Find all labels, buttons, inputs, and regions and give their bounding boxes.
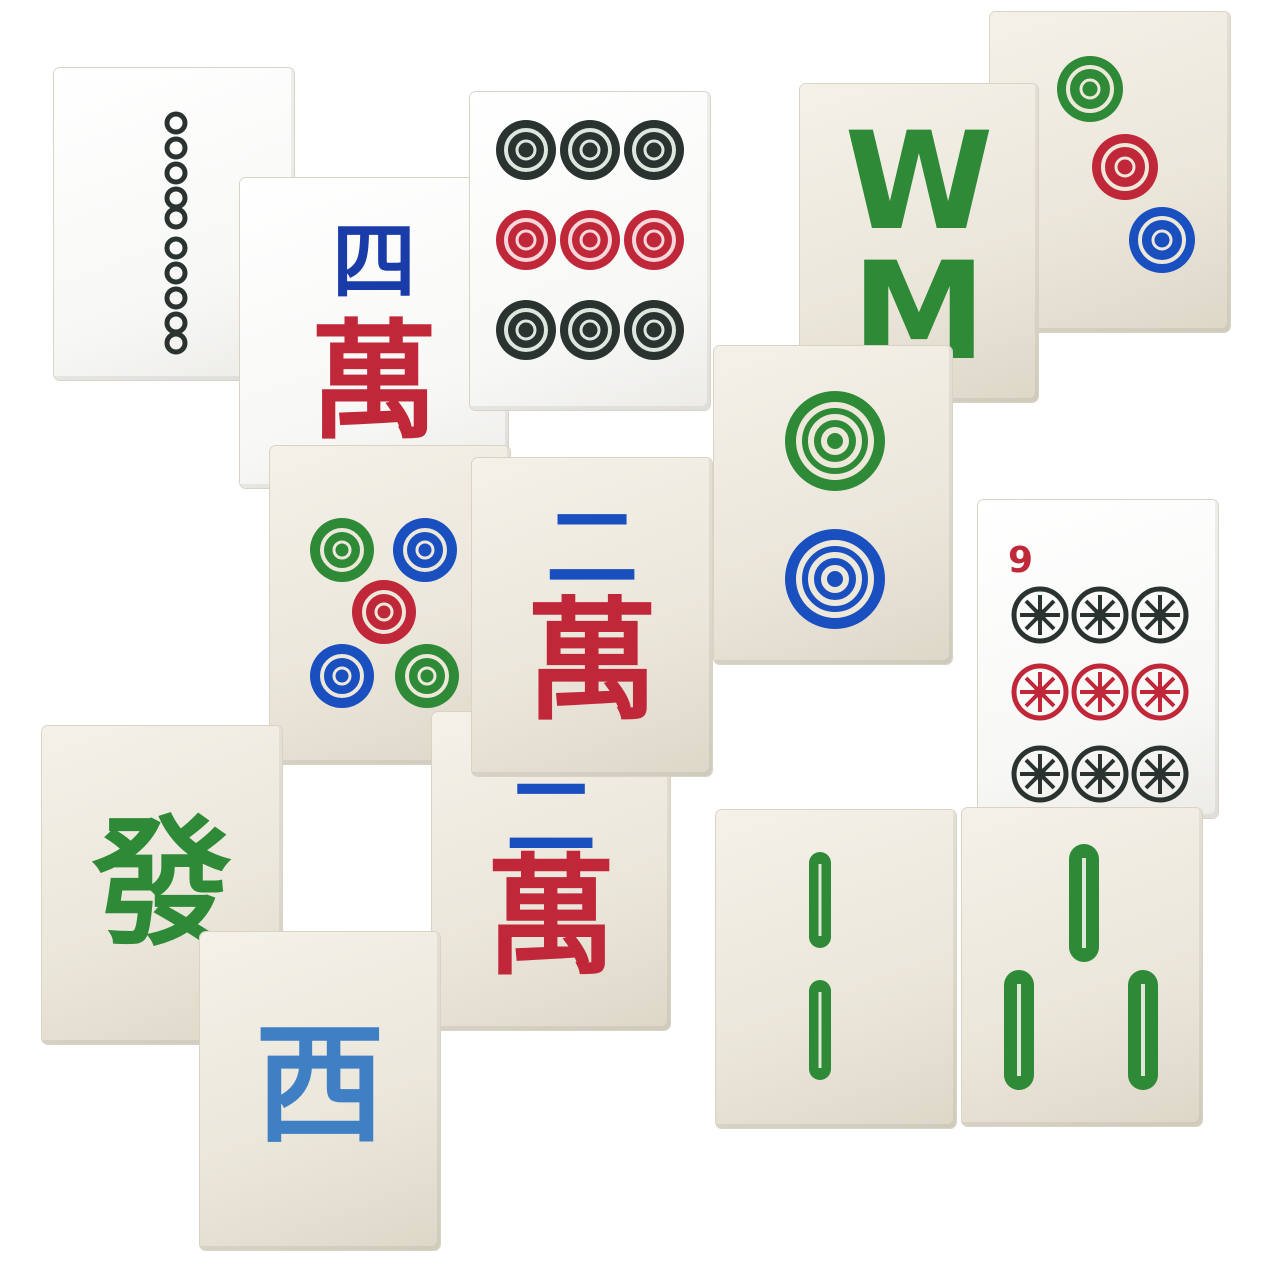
tile-character-top: 二 [545,494,638,602]
tile-nine-dots[interactable] [470,92,710,410]
tile-two-bamboo[interactable] [716,810,956,1128]
dot-circles-icon [785,391,885,629]
tile-west-wind[interactable]: 西 [200,932,440,1250]
tile-character-top: 二 [506,764,596,870]
dot-circles-icon [494,118,686,362]
tile-character-glyph: 西 [254,1008,385,1161]
tile-four-characters[interactable]: 四 萬 [240,178,508,488]
tile-character-top: W [844,103,994,260]
dot-circles-icon [1057,56,1195,273]
tile-character-glyph: 發 [91,802,232,966]
tile-character-top: 四 [331,212,416,311]
tile-character-bottom: 萬 [526,584,658,739]
bamboo-stick-icon [809,852,831,1080]
tile-character-bottom: 萬 [309,307,438,457]
bamboo-stick-icon [1004,844,1158,1090]
tile-two-characters[interactable]: 二 萬 [472,458,712,776]
bamboo-pip-icon [164,111,188,355]
tile-corner-number: 9 [1008,540,1034,581]
tile-nine-dots-wheel[interactable]: 9 [978,500,1218,818]
wheel-dots-icon [978,500,1218,818]
tile-two-dots[interactable] [714,346,952,664]
tile-three-bamboo[interactable] [962,808,1202,1126]
dot-circles-icon [310,518,459,708]
tile-five-dots[interactable] [270,446,510,764]
tile-character-bottom: 萬 [485,840,616,993]
